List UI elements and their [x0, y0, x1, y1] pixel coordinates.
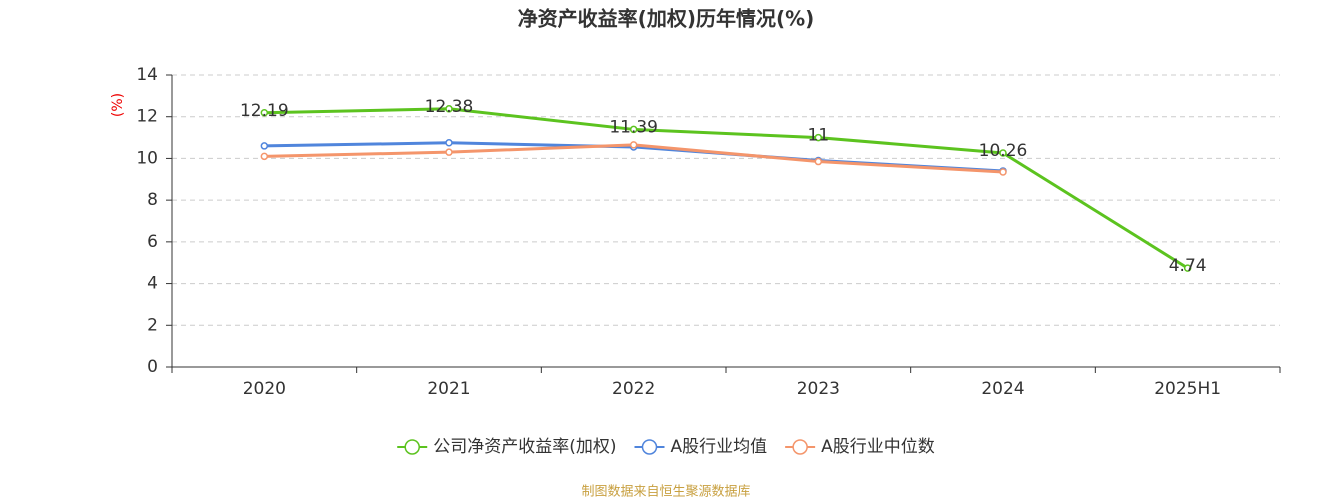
legend-marker: [641, 439, 658, 455]
data-point: [629, 141, 638, 149]
data-label: 10.26: [979, 141, 1028, 161]
data-point: [814, 133, 823, 142]
x-tick-label: 2021: [427, 379, 470, 399]
y-tick-label: 14: [136, 65, 158, 85]
x-tick-label: 2023: [797, 379, 840, 399]
data-label: 11.39: [609, 117, 658, 137]
data-point: [814, 157, 823, 166]
data-label: 12.38: [425, 97, 474, 117]
data-point: [445, 148, 453, 156]
y-tick-label: 2: [147, 315, 158, 335]
data-point: [260, 109, 269, 117]
x-tick-label: 2024: [981, 379, 1024, 399]
y-tick-label: 0: [147, 357, 158, 377]
y-tick-label: 8: [147, 190, 158, 210]
y-tick-label: 4: [147, 274, 158, 294]
x-tick-label: 2022: [612, 379, 655, 399]
series-line: [264, 107, 1189, 270]
y-tick-label: 12: [136, 107, 158, 127]
data-label: 12.19: [240, 101, 289, 121]
data-point: [999, 149, 1007, 157]
source-note: 制图数据来自恒生聚源数据库: [581, 484, 750, 500]
data-point: [629, 125, 638, 134]
y-axis-label: (%): [110, 93, 126, 117]
data-point: [445, 105, 453, 113]
legend-label: A股行业中位数: [821, 437, 935, 457]
data-point: [1183, 264, 1192, 272]
chart-title: 净资产收益率(加权)历年情况(%): [518, 7, 815, 31]
data-point: [260, 152, 269, 161]
data-label: 11: [808, 126, 830, 146]
data-label: 4.74: [1169, 256, 1207, 276]
legend-marker: [792, 439, 808, 455]
data-point: [445, 139, 453, 147]
x-tick-label: 2020: [243, 379, 286, 399]
legend: 公司净资产收益率(加权) A股行业均值 A股行业中位数: [397, 437, 935, 457]
legend-label: A股行业均值: [670, 437, 767, 457]
x-tick-label: 2025H1: [1154, 379, 1221, 399]
data-point: [999, 168, 1007, 176]
data-point: [260, 142, 269, 150]
y-tick-label: 10: [136, 148, 158, 168]
y-tick-label: 6: [147, 232, 158, 252]
legend-label: 公司净资产收益率(加权): [433, 437, 616, 457]
legend-marker: [404, 439, 420, 455]
